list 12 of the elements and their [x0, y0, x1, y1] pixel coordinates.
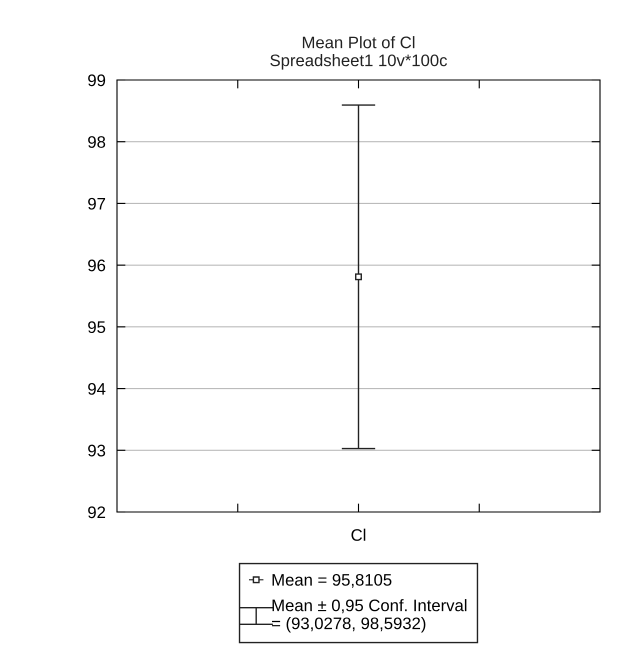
y-tick-label: 95	[88, 321, 106, 334]
y-tick-label: 94	[88, 382, 106, 395]
legend-label: Mean = 95,8105	[272, 574, 392, 588]
text: Mean ± 0,95 Conf. Interval = (93,0278, 98,5932)	[272, 599, 466, 633]
y-tick-label: 96	[88, 260, 106, 272]
x-tick-label: Cl	[351, 528, 366, 541]
y-tick-label: 99	[88, 74, 106, 86]
y-tick-label: 92	[88, 506, 106, 518]
y-tick-label: 97	[88, 198, 106, 210]
y-tick-label: 98	[88, 136, 106, 148]
y-tick-label: 93	[88, 444, 106, 456]
chart-title: Mean Plot of Cl Spreadsheet1 10v*100c	[270, 36, 448, 70]
